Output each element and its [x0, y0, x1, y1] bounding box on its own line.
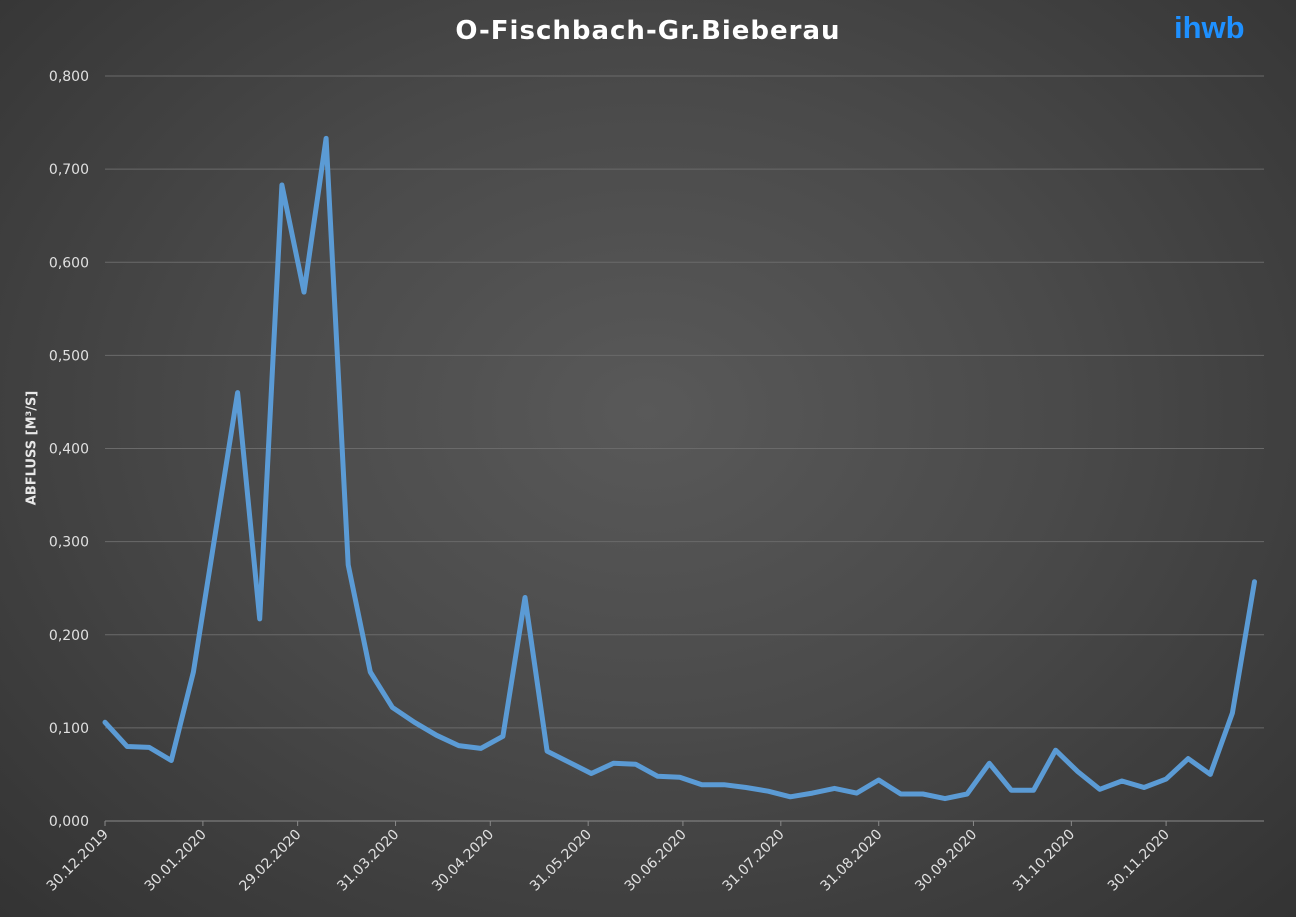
data-point: [235, 390, 240, 395]
x-tick-label: 31.05.2020: [527, 827, 595, 895]
y-tick-label: 0,500: [49, 348, 89, 364]
data-point: [301, 290, 306, 295]
data-point: [876, 778, 881, 783]
data-point: [368, 670, 373, 674]
x-tick-label: 30.12.2019: [44, 827, 112, 895]
data-point: [721, 782, 726, 787]
y-tick-label: 0,300: [49, 535, 89, 551]
data-point: [257, 616, 262, 621]
data-point: [213, 530, 218, 535]
data-point: [500, 734, 505, 739]
x-tick-label: 31.08.2020: [818, 827, 886, 895]
data-point: [567, 760, 572, 765]
data-point: [655, 774, 660, 779]
x-tick-label: 31.07.2020: [720, 827, 788, 895]
data-point: [1252, 579, 1257, 584]
data-point: [324, 136, 329, 141]
data-point: [677, 775, 682, 780]
data-point: [191, 670, 196, 674]
data-point: [854, 791, 859, 796]
data-point: [1053, 748, 1058, 753]
data-point: [788, 794, 793, 799]
x-tick-label: 31.03.2020: [334, 827, 402, 895]
data-point: [478, 746, 483, 751]
data-point: [1141, 785, 1146, 790]
data-point: [766, 789, 771, 794]
y-tick-label: 0,100: [49, 721, 89, 737]
data-point: [1208, 772, 1213, 777]
data-point: [920, 791, 925, 796]
chart-title: O-Fischbach-Gr.Bieberau: [455, 16, 841, 46]
data-point: [1031, 788, 1036, 793]
x-tick-label: 29.02.2020: [236, 827, 304, 895]
data-point: [456, 743, 461, 748]
data-point: [832, 786, 837, 791]
x-tick-labels: 30.12.2019 30.01.2020 29.02.2020 31.03.2020…: [44, 821, 1173, 895]
data-point: [1186, 756, 1191, 761]
x-tick-label: 30.04.2020: [429, 827, 497, 895]
data-point: [943, 796, 948, 801]
data-point: [810, 791, 815, 796]
ihwb-logo: ihwb: [1174, 10, 1245, 45]
data-point: [1075, 769, 1080, 774]
data-point: [1164, 777, 1169, 782]
data-point: [987, 761, 992, 766]
data-point: [545, 749, 550, 754]
data-point: [169, 758, 174, 763]
data-point: [346, 562, 351, 567]
data-point: [279, 182, 284, 187]
data-point: [699, 782, 704, 787]
data-point: [523, 595, 528, 600]
data-point: [1009, 788, 1014, 793]
data-point: [589, 771, 594, 776]
data-point: [147, 745, 152, 750]
data-point: [744, 785, 749, 790]
y-tick-label: 0,800: [49, 69, 89, 85]
data-point: [1119, 778, 1124, 783]
data-point: [965, 791, 970, 796]
y-tick-labels: 0,000 0,100 0,200 0,300 0,400 0,500 0,600 0,700…: [49, 69, 89, 830]
data-point: [898, 791, 903, 796]
y-tick-label: 0,700: [49, 162, 89, 178]
data-point: [390, 705, 395, 710]
x-tick-label: 30.09.2020: [912, 827, 980, 895]
data-point: [633, 762, 638, 767]
x-tick-label: 31.10.2020: [1010, 827, 1078, 895]
x-tick-label: 30.11.2020: [1105, 827, 1173, 895]
data-point: [1230, 710, 1235, 715]
data-point: [103, 720, 107, 725]
x-tick-label: 30.01.2020: [142, 827, 210, 895]
series-layer: [102, 135, 1257, 802]
data-point: [434, 733, 439, 738]
data-point: [1097, 787, 1102, 792]
x-tick-label: 30.06.2020: [622, 827, 690, 895]
gridlines: [105, 75, 1264, 822]
data-point: [611, 761, 616, 766]
data-point: [412, 720, 417, 725]
data-point: [125, 744, 130, 749]
y-tick-label: 0,200: [49, 628, 89, 644]
series-line: [102, 135, 1257, 802]
y-tick-label: 0,000: [49, 814, 89, 830]
y-tick-label: 0,600: [49, 255, 89, 271]
y-tick-label: 0,400: [49, 442, 89, 458]
